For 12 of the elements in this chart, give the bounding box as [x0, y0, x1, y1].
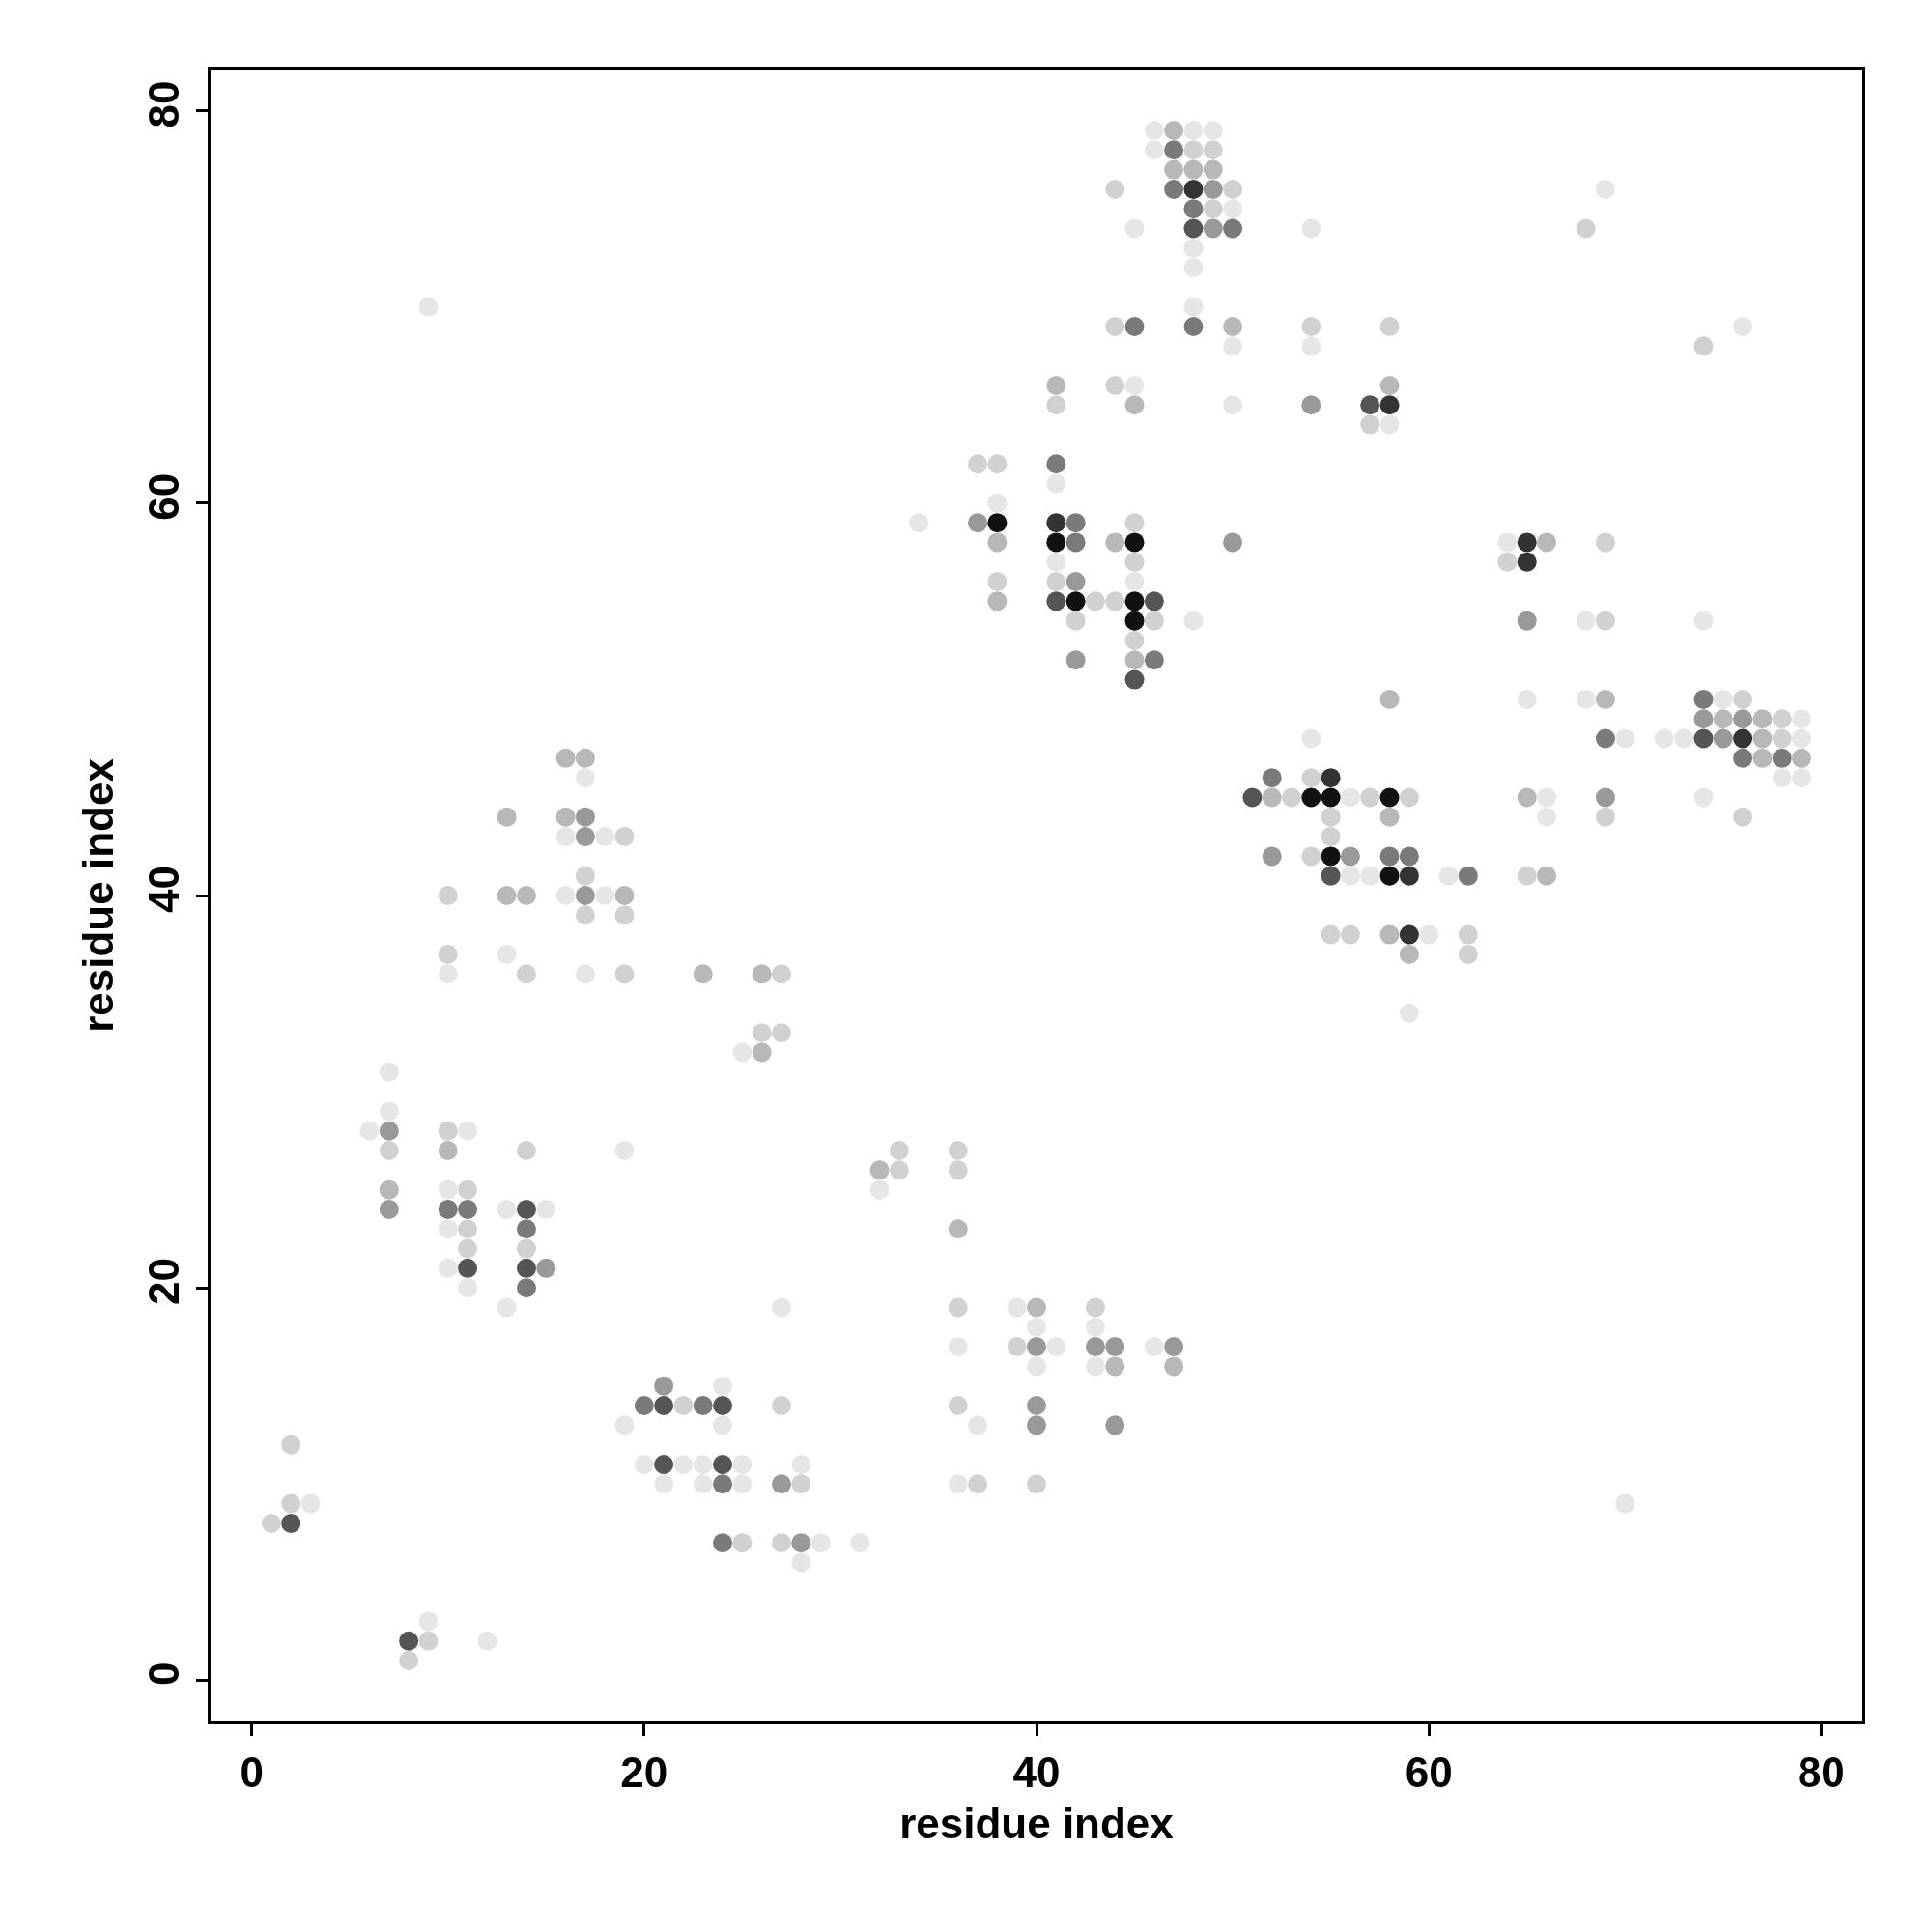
x-tick-label: 0 [240, 1747, 264, 1796]
x-tick-label: 20 [620, 1747, 668, 1796]
y-tick-label: 80 [140, 80, 188, 128]
y-axis-title: residue index [73, 757, 122, 1033]
x-axis-title: residue index [899, 1800, 1175, 1848]
x-tick-label: 80 [1797, 1747, 1845, 1796]
y-tick-label: 0 [140, 1662, 188, 1686]
x-tick-label: 40 [1012, 1747, 1061, 1796]
x-tick-label: 60 [1405, 1747, 1453, 1796]
y-tick-label: 40 [140, 865, 188, 913]
y-tick-label: 20 [140, 1258, 188, 1306]
y-tick-label: 60 [140, 472, 188, 521]
